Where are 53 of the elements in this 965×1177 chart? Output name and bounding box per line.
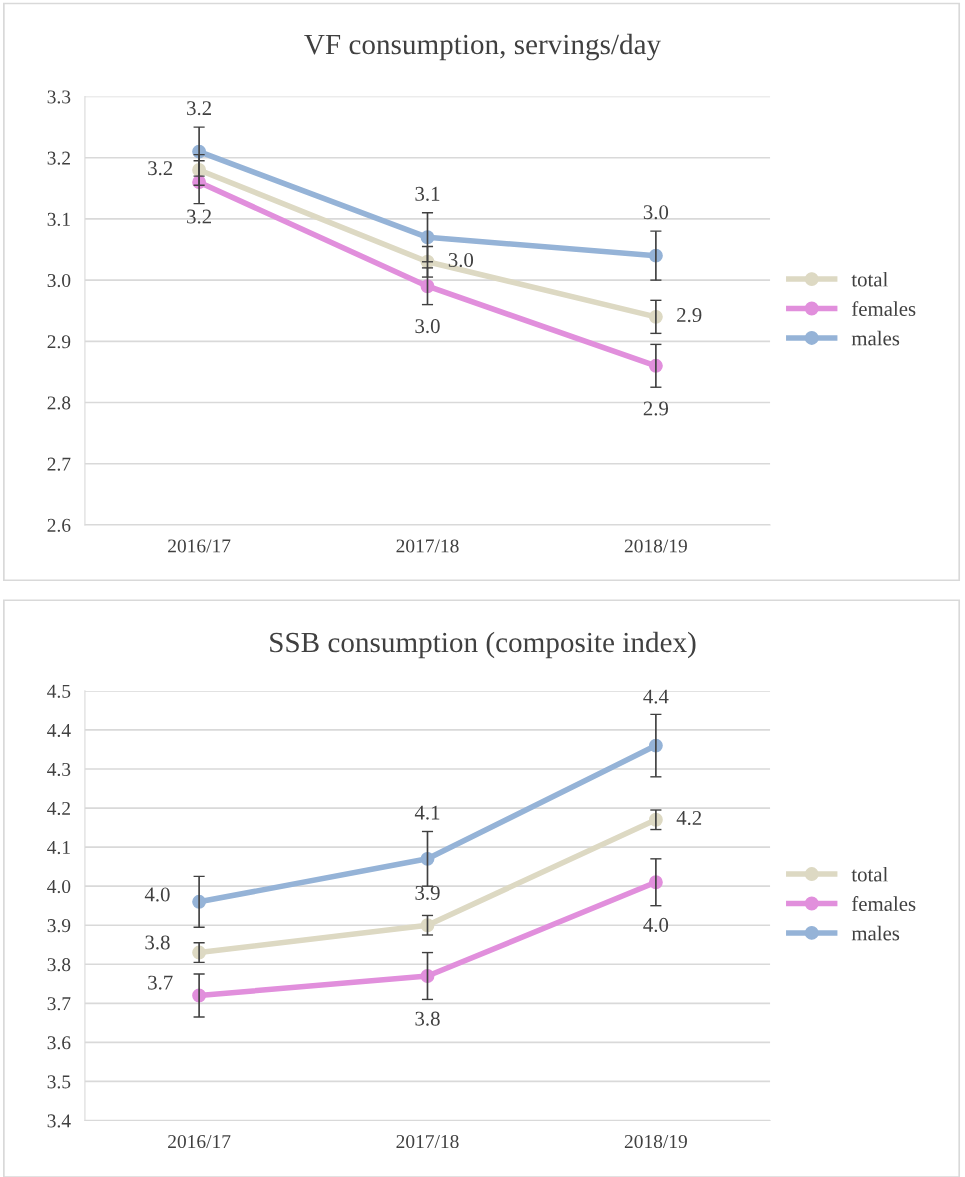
data-label: 4.1 [414, 805, 440, 820]
y-tick-label: 3.8 [47, 958, 71, 972]
data-label: 3.8 [145, 935, 170, 950]
data-label: 3.2 [187, 101, 211, 116]
legend-label: females [851, 896, 916, 911]
legend-label: males [851, 330, 900, 346]
x-tick-label: 2017/18 [396, 539, 459, 553]
y-tick-label: 3.3 [47, 90, 71, 104]
data-label: 4.4 [643, 689, 669, 704]
data-label: 4.0 [643, 917, 669, 933]
point [420, 969, 435, 983]
y-tick-label: 4.1 [47, 841, 70, 855]
legend-label: total [851, 866, 888, 882]
data-label: 3.7 [148, 975, 173, 990]
legend-label: males [851, 925, 900, 941]
y-tick-label: 2.8 [47, 396, 71, 410]
x-tick-label: 2016/17 [168, 1134, 231, 1149]
data-label: 3.2 [187, 209, 211, 224]
y-tick-label: 3.9 [47, 919, 71, 933]
x-tick-label: 2018/19 [624, 539, 687, 553]
x-tick-label: 2018/19 [624, 1134, 687, 1149]
y-tick-label: 2.9 [47, 335, 71, 349]
data-label: 2.9 [677, 308, 702, 323]
data-label: 4.2 [676, 810, 702, 826]
x-tick-label: 2017/18 [396, 1134, 459, 1149]
chart-title: SSB consumption (composite index) [270, 631, 696, 659]
y-tick-label: 4.5 [47, 684, 71, 698]
chart-title: VF consumption, servings/day [304, 33, 662, 61]
x-tick-label: 2016/17 [168, 539, 231, 553]
data-label: 3.1 [415, 186, 440, 201]
y-tick-label: 4.0 [47, 879, 71, 894]
data-label: 4.0 [144, 887, 170, 902]
data-label: 3.8 [415, 1011, 440, 1026]
y-tick-label: 4.4 [47, 723, 71, 737]
y-tick-label: 3.2 [47, 151, 70, 165]
y-tick-label: 3.4 [47, 1114, 71, 1128]
data-label: 3.0 [448, 252, 474, 268]
y-tick-label: 2.6 [47, 518, 71, 532]
y-tick-label: 4.3 [47, 762, 71, 777]
legend-label: females [851, 301, 916, 317]
y-tick-label: 4.2 [47, 801, 70, 816]
y-tick-label: 3.7 [47, 997, 71, 1011]
legend-label: total [851, 271, 888, 287]
y-tick-label: 3.0 [47, 273, 71, 288]
y-tick-label: 3.1 [47, 212, 70, 226]
data-label: 3.0 [643, 205, 669, 220]
y-tick-label: 2.7 [47, 457, 71, 471]
y-tick-label: 3.6 [47, 1036, 71, 1050]
data-label: 3.9 [415, 885, 440, 900]
data-label: 2.9 [643, 401, 669, 416]
y-tick-label: 3.5 [47, 1075, 71, 1089]
data-label: 3.0 [415, 319, 440, 334]
data-label: 3.2 [148, 161, 173, 176]
